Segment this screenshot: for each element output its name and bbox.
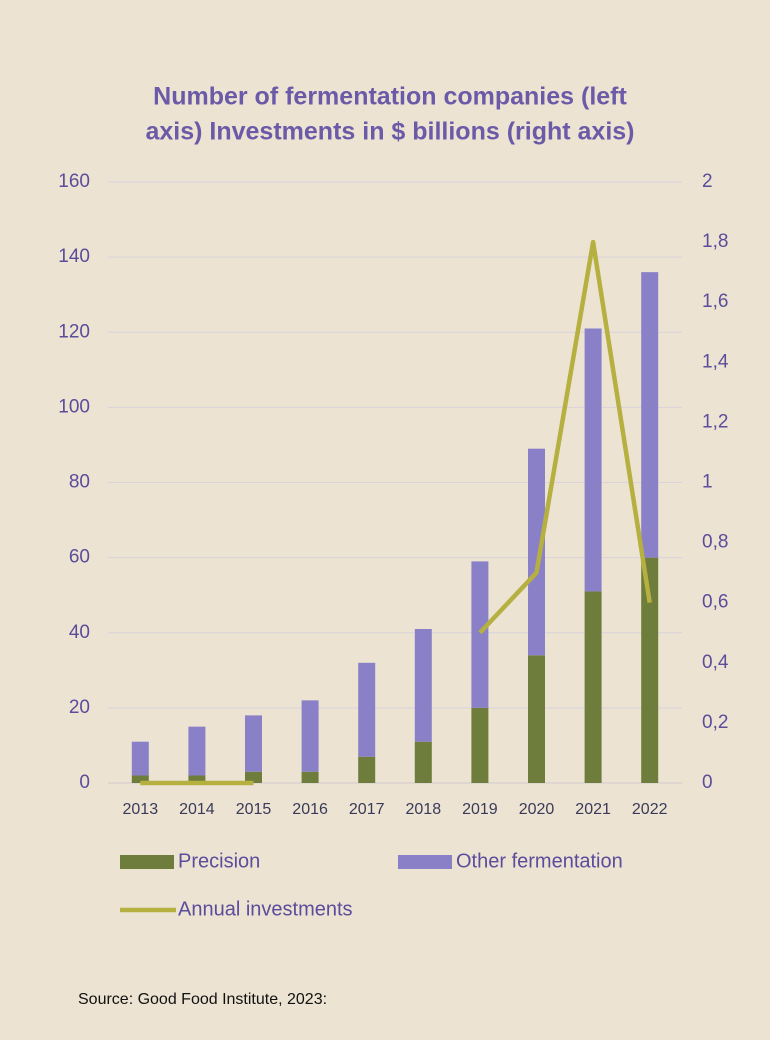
bar (245, 771, 262, 783)
legend-label: Annual investments (178, 898, 353, 920)
bar (414, 741, 432, 783)
bar (584, 328, 602, 592)
bar (528, 655, 545, 783)
y2-tick-label: 0,8 (702, 532, 728, 553)
bar (188, 726, 206, 776)
bar (641, 272, 659, 558)
x-tick-label: 2021 (575, 801, 611, 818)
x-tick-label: 2014 (179, 801, 215, 818)
x-tick-label: 2016 (292, 801, 328, 818)
x-tick-label: 2017 (349, 801, 385, 818)
y2-tick-label: 0,6 (702, 592, 728, 613)
y-tick-label: 0 (79, 772, 90, 793)
y-tick-label: 20 (69, 697, 90, 718)
bar (641, 557, 659, 783)
x-tick-label: 2022 (632, 801, 668, 818)
y-tick-label: 140 (58, 246, 90, 267)
x-tick-label: 2020 (519, 801, 555, 818)
y-tick-label: 120 (58, 321, 90, 342)
bar (358, 662, 376, 757)
bar (188, 775, 206, 783)
y2-tick-label: 0 (702, 772, 713, 793)
y2-tick-label: 0,2 (702, 712, 728, 733)
legend-label: Precision (178, 850, 260, 872)
y2-tick-label: 1,8 (702, 231, 728, 252)
y2-tick-label: 0,4 (702, 652, 729, 673)
bar (471, 561, 489, 708)
y-tick-label: 100 (58, 396, 90, 417)
chart-title: axis) Investments in $ billions (right a… (145, 118, 634, 146)
y2-tick-label: 1,4 (702, 351, 729, 372)
legend-label: Other fermentation (456, 850, 623, 872)
x-tick-label: 2018 (406, 801, 442, 818)
bar (301, 771, 319, 783)
legend-swatch (398, 855, 452, 869)
y-tick-label: 40 (69, 622, 90, 643)
y2-tick-label: 1,2 (702, 411, 728, 432)
bar (131, 775, 149, 783)
legend-swatch (120, 855, 174, 869)
bar (414, 628, 432, 742)
bar (245, 715, 262, 772)
y-tick-label: 160 (58, 171, 90, 192)
chart-title: Number of fermentation companies (left (153, 83, 627, 111)
x-tick-label: 2013 (123, 801, 159, 818)
bar (528, 448, 545, 656)
bar (471, 707, 489, 783)
bar (301, 700, 319, 772)
x-tick-label: 2015 (236, 801, 272, 818)
source: Source: Good Food Institute, 2023: (78, 991, 327, 1008)
line (140, 239, 652, 786)
x-tick-label: 2019 (462, 801, 498, 818)
y2-tick-label: 2 (702, 171, 713, 192)
y-tick-label: 60 (69, 547, 90, 568)
bar (131, 741, 149, 776)
bar (584, 591, 602, 783)
y2-tick-label: 1 (702, 472, 713, 493)
y2-tick-label: 1,6 (702, 291, 728, 312)
y-tick-label: 80 (69, 472, 90, 493)
bar (358, 756, 376, 783)
